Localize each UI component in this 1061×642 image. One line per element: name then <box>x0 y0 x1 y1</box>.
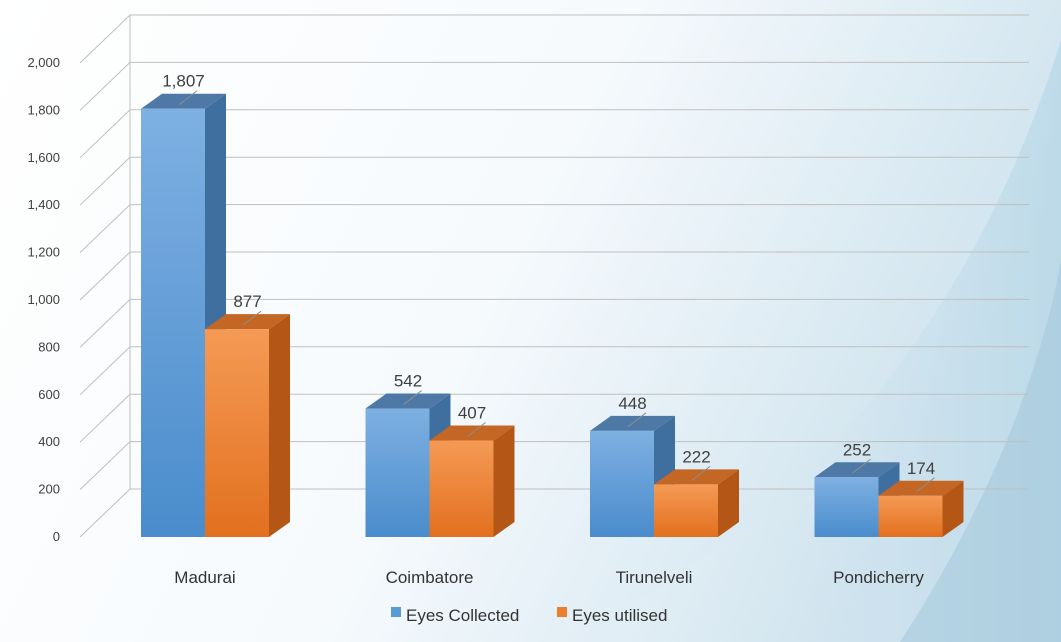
x-tick-label: Madurai <box>174 568 235 587</box>
data-label: 252 <box>843 440 871 459</box>
bar <box>878 495 943 537</box>
y-tick-label: 2,000 <box>27 55 60 70</box>
y-tick-label: 1,400 <box>27 197 60 212</box>
y-axis-tick-labels: 0 200 400 600 800 1,000 1,200 1,400 1,600 1,800 2,… <box>27 55 60 544</box>
data-label-leader <box>403 390 422 405</box>
bar-side-face <box>718 469 739 537</box>
data-label-leader <box>916 477 935 493</box>
data-label-leader <box>178 90 198 106</box>
x-tick-label: Pondicherry <box>833 568 924 587</box>
data-label-leader <box>467 422 486 437</box>
bar-side-face <box>493 425 515 537</box>
bar <box>429 440 494 537</box>
legend-swatch <box>391 607 401 617</box>
bar <box>365 408 430 537</box>
data-label: 1,807 <box>162 72 205 91</box>
data-label: 448 <box>618 394 646 413</box>
y-tick-label: 1,200 <box>27 245 60 260</box>
data-label-leader <box>627 412 647 428</box>
x-tick-label: Coimbatore <box>386 568 474 587</box>
data-label: 877 <box>233 292 261 311</box>
y-tick-label: 600 <box>38 387 60 402</box>
legend-label: Eyes Collected <box>406 606 519 625</box>
bar <box>590 430 654 537</box>
data-label: 222 <box>682 447 710 466</box>
data-label-leader <box>691 465 711 481</box>
y-tick-label: 1,600 <box>27 150 60 165</box>
y-tick-label: 800 <box>38 339 60 354</box>
bar <box>141 108 205 537</box>
legend-swatch <box>557 607 567 617</box>
legend: Eyes Collected Eyes utilised <box>391 606 667 625</box>
y-tick-label: 0 <box>53 529 60 544</box>
data-labels: 1,807 877 542 407 448 222 252 174 <box>162 72 935 493</box>
data-label: 407 <box>458 404 486 423</box>
data-label: 174 <box>907 459 935 478</box>
y-tick-label: 200 <box>38 482 60 497</box>
bar-side-face <box>269 314 290 537</box>
data-label: 542 <box>394 372 422 391</box>
legend-label: Eyes utilised <box>572 606 667 625</box>
data-label-leader <box>852 458 871 474</box>
background-swoosh-2 <box>900 260 1061 642</box>
bar <box>205 329 269 537</box>
x-tick-label: Tirunelveli <box>616 568 693 587</box>
category-labels: Madurai Coimbatore Tirunelveli Pondicherry <box>174 568 924 587</box>
y-tick-label: 1,000 <box>27 292 60 307</box>
y-tick-label: 400 <box>38 434 60 449</box>
y-tick-label: 1,800 <box>27 102 60 117</box>
bar-side-face <box>942 480 964 537</box>
bars <box>141 93 964 537</box>
data-label-leader <box>242 310 262 326</box>
bar <box>814 477 879 537</box>
bar <box>654 484 718 537</box>
